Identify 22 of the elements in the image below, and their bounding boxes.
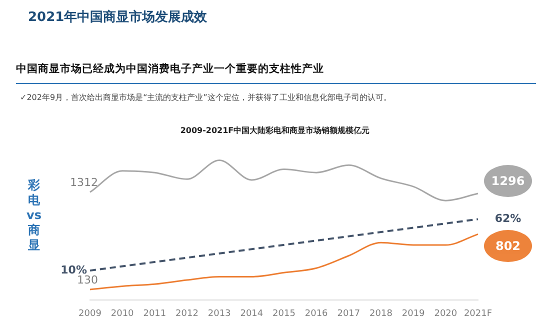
x-tick-label: 2021F bbox=[464, 308, 492, 319]
text: ✓202年9月，首次给出商显市场是“主流的支柱产业”这个定位，并获得了工业和信息化部电子司的认可。 bbox=[20, 92, 392, 103]
x-tick-label: 2018 bbox=[370, 308, 393, 319]
x-tick-label: 2011 bbox=[143, 308, 166, 319]
oval-badge: 1296 bbox=[484, 165, 532, 198]
x-tick-label: 2020 bbox=[434, 308, 458, 319]
text: 2009-2021F中国大陆彩电和商显市场销额规模亿元 bbox=[179, 125, 371, 136]
data-label: 1312 bbox=[70, 176, 98, 190]
x-tick-label: 2015 bbox=[272, 308, 296, 319]
x-tick-label: 2019 bbox=[402, 308, 426, 319]
chart-subtitle: 中国商显市场已经成为中国消费电子产业一个重要的支柱性产业 bbox=[16, 62, 324, 76]
x-tick-label: 2012 bbox=[176, 308, 198, 319]
x-tick-label: 2017 bbox=[337, 308, 360, 319]
x-tick-label: 2009 bbox=[78, 308, 102, 319]
y-axis-title: 彩电 vs 商显 bbox=[26, 178, 42, 253]
x-tick-label: 2014 bbox=[240, 308, 264, 319]
x-tick-label: 2010 bbox=[110, 308, 134, 319]
oval-badge: 802 bbox=[484, 230, 532, 262]
x-tick-label: 2016 bbox=[304, 308, 328, 319]
chart-title: 2021年中国商显市场发展成效 bbox=[28, 8, 208, 26]
x-tick-label: 2013 bbox=[208, 308, 231, 319]
data-label: 62% bbox=[494, 212, 522, 226]
